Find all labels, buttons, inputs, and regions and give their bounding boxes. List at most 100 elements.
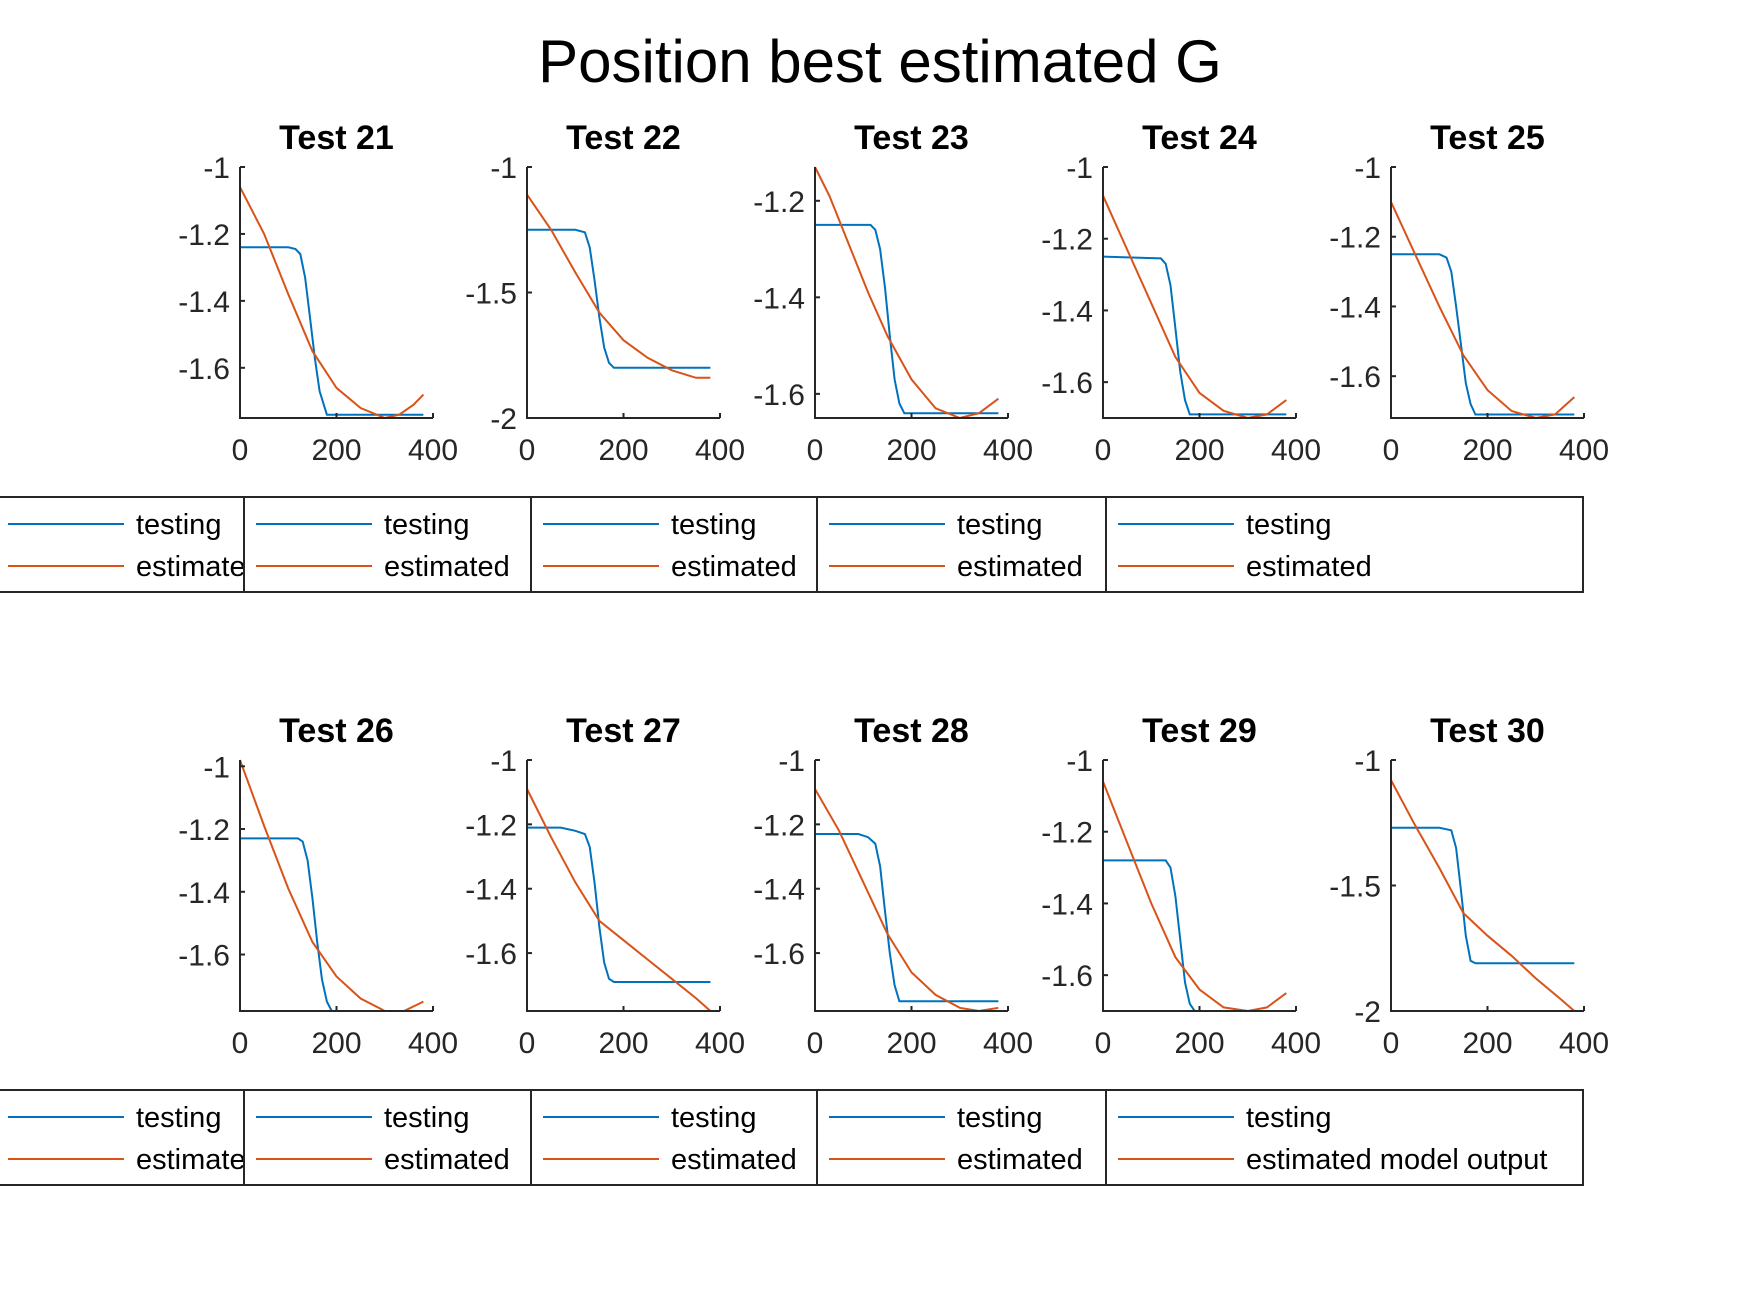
series-line-testing	[240, 837, 424, 1012]
legend-label: estimated	[671, 551, 797, 583]
subplot-title: Test 25	[1430, 119, 1545, 157]
subplot-title: Test 30	[1430, 712, 1545, 750]
y-tick-label: -1	[1066, 152, 1093, 185]
x-tick-label: 400	[408, 434, 458, 467]
x-tick-label: 400	[695, 434, 745, 467]
axes-frame	[239, 167, 433, 419]
y-tick-label: -1.2	[753, 809, 805, 842]
x-tick-label: 0	[232, 434, 249, 467]
x-tick-label: 200	[1174, 1027, 1224, 1060]
legend-6: testing estimated	[0, 1089, 262, 1186]
legend-4: testing estimated	[816, 496, 1107, 593]
legend-box	[1105, 1089, 1584, 1186]
subplot-8: Test 28 0 200 400 -1.6 -1.4 -1.2 -1	[753, 712, 1033, 1060]
x-tick-label: 200	[1174, 434, 1224, 467]
y-tick-label: -1.6	[1041, 367, 1093, 400]
legend-label: estimated	[384, 1144, 510, 1176]
y-tick-label: -1.2	[1329, 222, 1381, 255]
series-line-testing	[527, 228, 711, 369]
legend-2: testing estimated	[243, 496, 532, 593]
x-tick-label: 400	[1271, 434, 1321, 467]
series-line-testing	[815, 223, 999, 415]
legend-box	[243, 1089, 532, 1186]
subplot-title: Test 21	[279, 119, 394, 157]
y-tick-label: -1.2	[178, 219, 230, 252]
x-tick-label: 400	[1559, 1027, 1609, 1060]
y-tick-label: -1.6	[178, 353, 230, 386]
series-line-estimated	[1390, 201, 1575, 420]
x-tick-label: 400	[695, 1027, 745, 1060]
series-line-testing	[1391, 826, 1575, 965]
legend-label: testing	[136, 1102, 221, 1134]
y-tick-label: -1	[490, 745, 517, 778]
y-tick-label: -1.2	[1041, 224, 1093, 257]
x-tick-label: 200	[886, 434, 936, 467]
x-tick-label: 400	[408, 1027, 458, 1060]
y-tick-label: -1.2	[1041, 817, 1093, 850]
x-tick-label: 200	[1462, 434, 1512, 467]
legend-box	[530, 496, 818, 593]
legend-label: estimated	[136, 551, 262, 583]
subplot-6: Test 26 0 200 400 -1.6 -1.4 -1.2 -1	[178, 712, 458, 1060]
y-tick-label: -1.4	[178, 877, 230, 910]
series-line-estimated	[239, 186, 425, 420]
series-line-estimated	[814, 788, 999, 1013]
y-tick-label: -1.6	[178, 940, 230, 973]
subplot-title: Test 27	[566, 712, 681, 750]
y-tick-label: -2	[490, 403, 517, 436]
axes-frame	[526, 167, 720, 419]
legend-8: testing estimated	[530, 1089, 818, 1186]
legend-label: testing	[957, 1102, 1042, 1134]
subplot-3: Test 23 0 200 400 -1.6 -1.4 -1.2	[753, 119, 1033, 467]
subplot-1: Test 21 0 200 400 -1.6 -1.4 -1.2 -1	[178, 119, 458, 467]
y-tick-label: -1.6	[753, 379, 805, 412]
x-tick-label: 200	[311, 434, 361, 467]
x-tick-label: 0	[519, 434, 536, 467]
y-tick-label: -1.2	[465, 809, 517, 842]
legend-box	[0, 1089, 245, 1186]
series-line-estimated	[1390, 779, 1575, 1012]
y-tick-label: -1.2	[753, 186, 805, 219]
y-tick-label: -1.6	[753, 938, 805, 971]
subplot-title: Test 28	[854, 712, 969, 750]
legend-label: estimated	[1246, 551, 1372, 583]
legend-label: estimated	[957, 1144, 1083, 1176]
subplot-10: Test 30 0 200 400 -2 -1.5 -1	[1329, 712, 1609, 1060]
subplot-9: Test 29 0 200 400 -1.6 -1.4 -1.2 -1	[1041, 712, 1321, 1060]
subplot-title: Test 22	[566, 119, 681, 157]
x-tick-label: 200	[311, 1027, 361, 1060]
series-line-testing	[527, 826, 711, 983]
y-tick-label: -1	[1354, 152, 1381, 185]
x-tick-label: 400	[1271, 1027, 1321, 1060]
series-line-testing	[1391, 253, 1575, 416]
y-tick-label: -2	[1354, 996, 1381, 1029]
y-tick-label: -1.5	[1329, 871, 1381, 904]
legend-box	[1105, 496, 1584, 593]
y-tick-label: -1.4	[1041, 295, 1093, 328]
x-tick-label: 0	[807, 1027, 824, 1060]
x-tick-label: 400	[983, 1027, 1033, 1060]
axes-frame	[1102, 167, 1296, 419]
legend-label: testing	[384, 509, 469, 541]
legend-label: estimated	[671, 1144, 797, 1176]
subplot-title: Test 29	[1142, 712, 1257, 750]
y-tick-label: -1	[490, 152, 517, 185]
series-line-estimated	[814, 166, 999, 420]
series-line-testing	[1103, 859, 1287, 1012]
y-tick-label: -1	[778, 745, 805, 778]
subplot-title: Test 23	[854, 119, 969, 157]
axes-frame	[526, 760, 720, 1012]
y-tick-label: -1	[203, 152, 230, 185]
x-tick-label: 0	[1383, 434, 1400, 467]
y-tick-label: -1.5	[465, 278, 517, 311]
legend-label: testing	[1246, 509, 1331, 541]
legend-label: testing	[671, 1102, 756, 1134]
legend-box	[243, 496, 532, 593]
y-tick-label: -1.2	[178, 814, 230, 847]
figure-title: Position best estimated G	[538, 28, 1222, 95]
y-tick-label: -1.4	[1329, 291, 1381, 324]
series-line-estimated	[526, 788, 712, 1012]
series-line-estimated	[1102, 195, 1287, 420]
axes-frame	[1390, 760, 1584, 1012]
x-tick-label: 400	[983, 434, 1033, 467]
